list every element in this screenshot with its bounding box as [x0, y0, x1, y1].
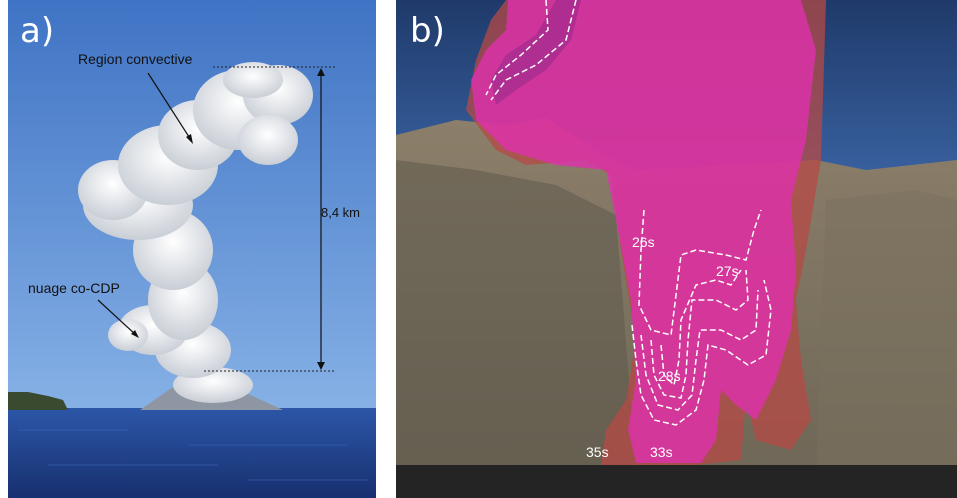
- panel-a-scene: [8, 0, 376, 498]
- nuage-pointer: [97, 299, 137, 336]
- plume-height-label: 8,4 km: [321, 205, 361, 220]
- time-contours: [485, 0, 772, 426]
- panel-a-photo: a) Region convective nuage co-CDP 8,4 km: [8, 0, 376, 498]
- region-pointer: [147, 72, 192, 141]
- nuage-pointer-head: [131, 330, 139, 338]
- height-arrow-bottom-head: [317, 362, 325, 370]
- ground-strip: [396, 465, 957, 498]
- panel-b-label: b): [410, 11, 445, 51]
- panel-a-label: a): [20, 11, 55, 51]
- magenta-overlay: [471, 0, 816, 463]
- region-pointer-head: [186, 134, 193, 144]
- height-arrow-top-head: [317, 68, 325, 76]
- sea-a: [8, 408, 376, 498]
- magenta-inner: [491, 0, 581, 105]
- time-label-27s: 27s: [716, 263, 739, 279]
- time-label-35s: 35s: [586, 444, 609, 460]
- panel-b-photo: b) 26s 27s 28s 35s 33s: [396, 0, 957, 498]
- time-label-28s: 28s: [658, 368, 681, 384]
- sea-ripples: [18, 429, 368, 481]
- co-cloud-label: nuage co-CDP: [28, 280, 120, 296]
- convective-region-label: Region convective: [78, 51, 193, 67]
- headland-left: [8, 392, 68, 410]
- mountain-shadow-right: [816, 190, 957, 470]
- panel-b-scene: [396, 0, 957, 498]
- eruption-plume: [78, 62, 313, 403]
- mountain-shadow-left: [396, 160, 636, 470]
- time-label-33s: 33s: [650, 444, 673, 460]
- time-label-26s: 26s: [632, 234, 655, 250]
